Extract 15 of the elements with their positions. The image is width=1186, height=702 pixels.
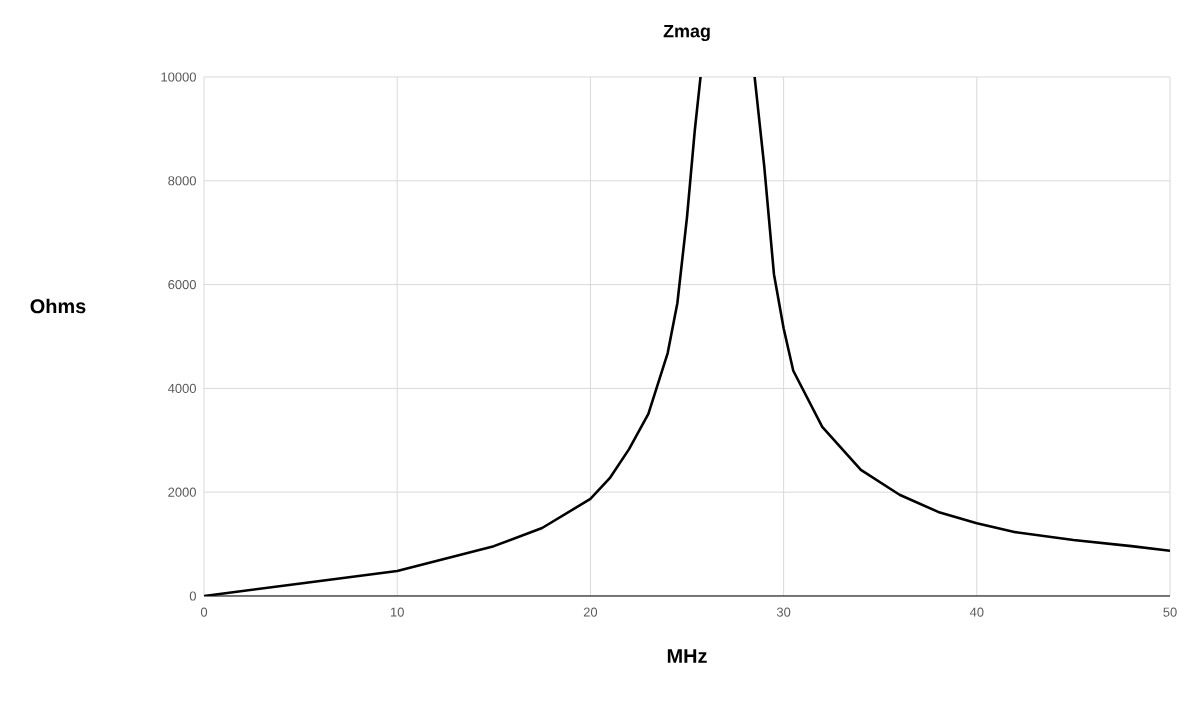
x-tick-label: 10	[390, 607, 404, 617]
x-tick-label: 0	[200, 607, 208, 617]
y-tick-label: 2000	[168, 487, 196, 497]
y-tick-label: 6000	[168, 279, 196, 290]
y-axis-title: Ohms	[30, 298, 86, 314]
chart-title: Zmag	[663, 24, 710, 42]
y-tick-label: 10000	[161, 72, 196, 82]
x-axis-title: MHz	[667, 649, 707, 663]
y-tick-label: 4000	[167, 383, 196, 393]
x-tick-label: 40	[969, 607, 984, 617]
x-tick-label: 30	[776, 607, 791, 617]
x-tick-label: 50	[1163, 607, 1177, 617]
x-tick-label: 20	[583, 607, 598, 617]
y-tick-label: 8000	[168, 176, 196, 186]
y-tick-label: 0	[189, 591, 196, 601]
